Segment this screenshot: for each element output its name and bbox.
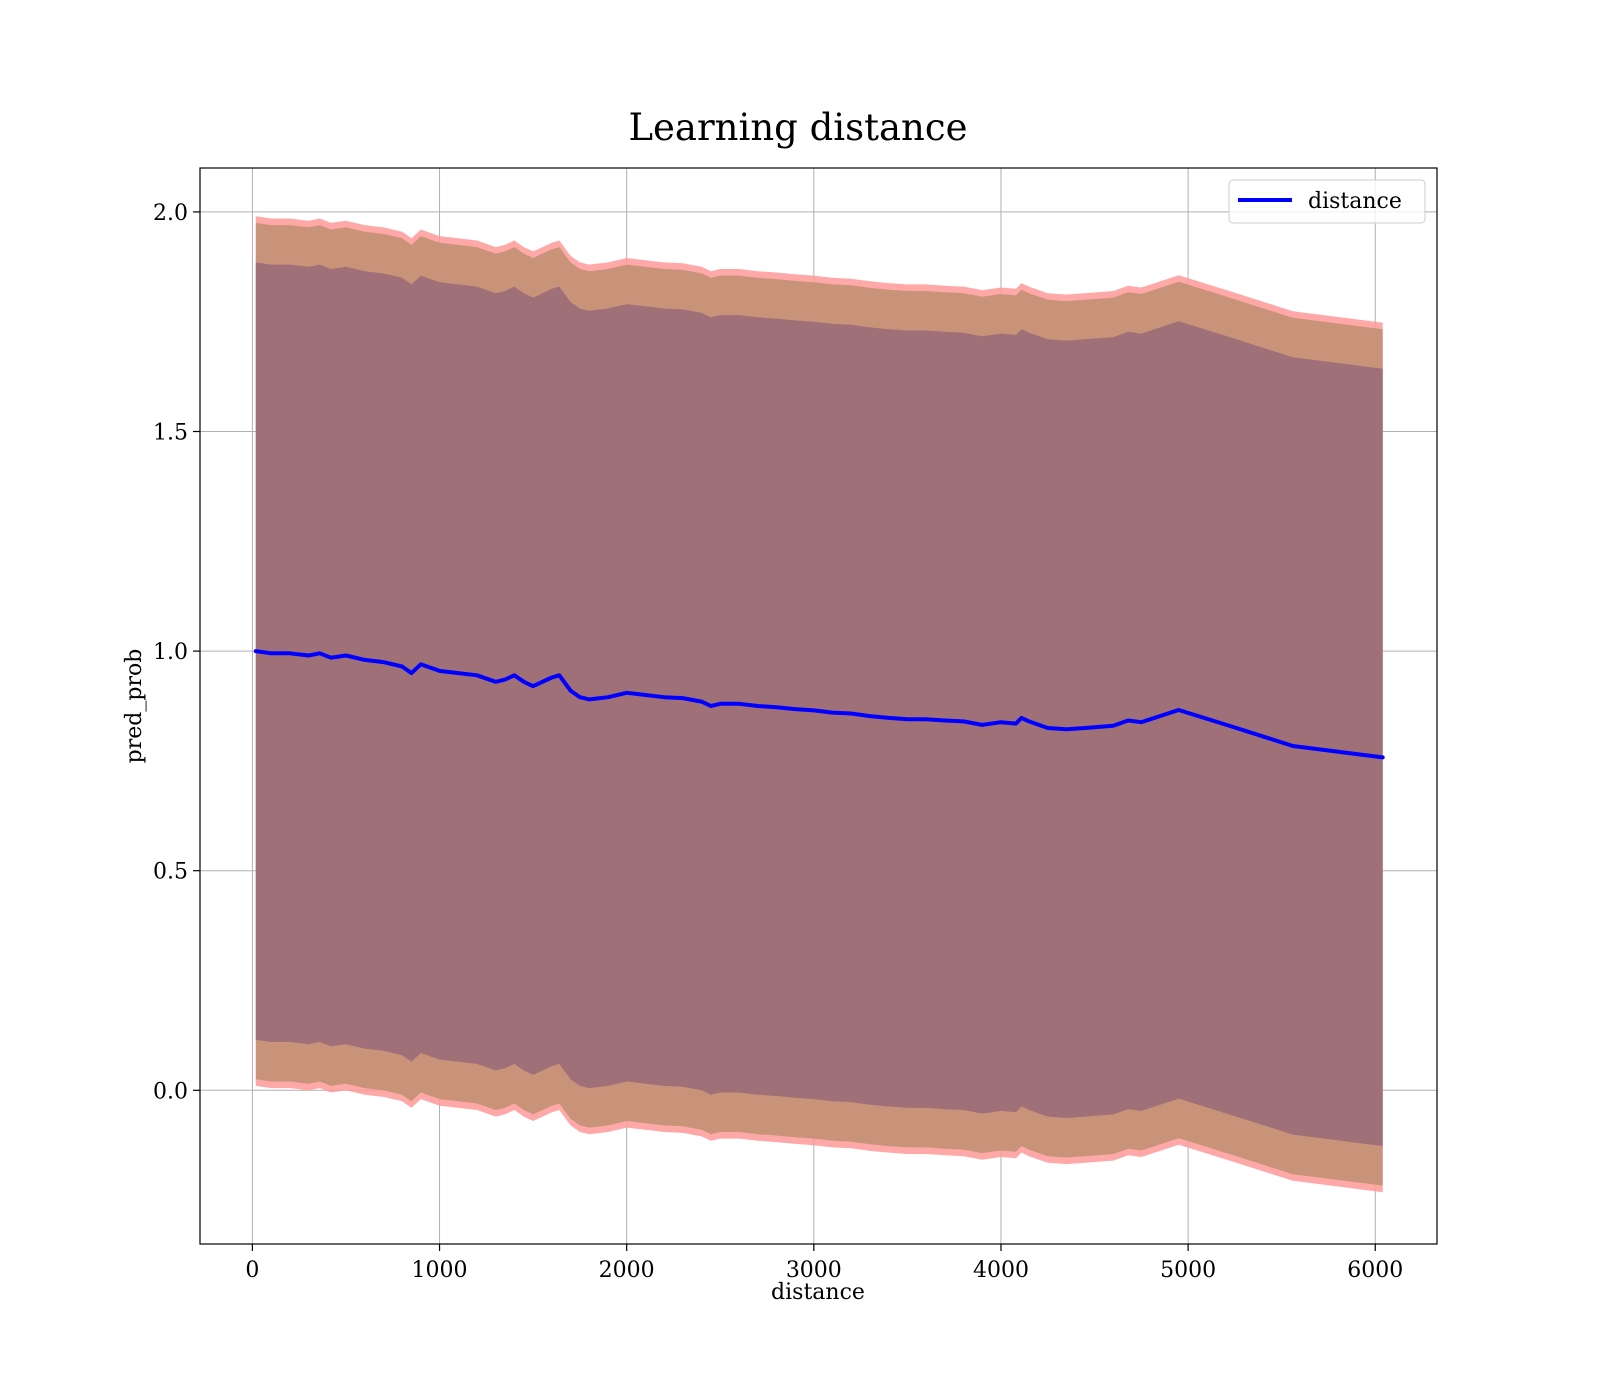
legend-box (1228, 179, 1426, 224)
confidence-band-inner (255, 262, 1383, 1147)
legend: distance (1228, 179, 1426, 224)
x-tick-label: 5000 (1160, 1258, 1216, 1283)
tick-layer: 0 1000 2000 3000 4000 5000 6000 0.0 0.5 1.0 1.5 2.0 (153, 201, 1403, 1283)
x-axis-label: distance (771, 1280, 865, 1305)
series-line-distance (253, 649, 1385, 760)
y-tick-label: 2.0 (153, 201, 188, 226)
x-tick-label: 1000 (412, 1258, 468, 1283)
y-tick-label: 1.5 (153, 421, 188, 446)
x-tick-label: 0 (245, 1258, 259, 1283)
x-tick-label: 3000 (786, 1258, 842, 1283)
x-tick-label: 4000 (973, 1258, 1029, 1283)
legend-label: distance (1308, 189, 1402, 214)
y-tick-label: 1.0 (153, 640, 188, 665)
y-tick-label: 0.5 (153, 860, 188, 885)
x-tick-label: 6000 (1347, 1258, 1403, 1283)
chart-title: Learning distance (628, 106, 967, 149)
plot-frame (199, 167, 1438, 1245)
y-tick-label: 0.0 (153, 1079, 188, 1104)
y-axis-label: pred_prob (122, 649, 147, 764)
band-layer (255, 216, 1383, 1193)
x-tick-label: 2000 (599, 1258, 655, 1283)
line-layer (253, 649, 1385, 760)
